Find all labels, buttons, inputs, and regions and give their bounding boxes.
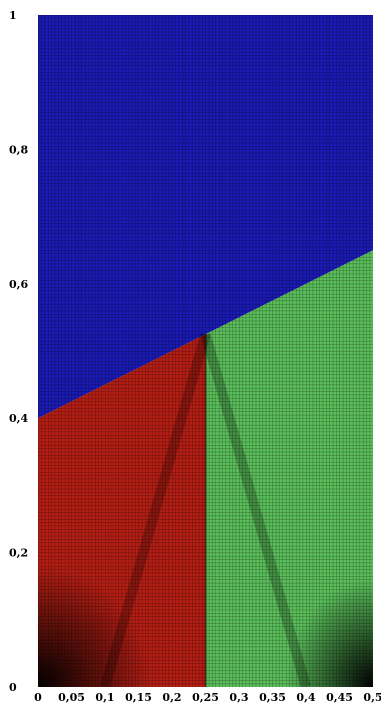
y-tick-label: 0,8: [9, 143, 28, 156]
x-tick-label: 0,1: [95, 691, 114, 704]
x-tick-label: 0,5: [363, 691, 381, 704]
x-tick-label: 0,3: [229, 691, 248, 704]
x-tick-label: 0,15: [125, 691, 152, 704]
y-axis-ticks: 0 0,2 0,4 0,6 0,8 1: [9, 9, 28, 694]
y-tick-label: 0: [9, 681, 17, 694]
y-tick-label: 0,2: [9, 547, 28, 560]
x-tick-label: 0,45: [326, 691, 353, 704]
x-tick-label: 0: [34, 691, 42, 704]
x-tick-label: 0,35: [259, 691, 286, 704]
x-tick-label: 0,2: [162, 691, 181, 704]
x-tick-label: 0,05: [58, 691, 85, 704]
x-tick-label: 0,25: [192, 691, 219, 704]
y-tick-label: 1: [9, 9, 17, 22]
mesh-grid-overlay: [38, 15, 373, 687]
x-axis-ticks: 0 0,05 0,1 0,15 0,2 0,25 0,3 0,35 0,4 0,45 0,5: [34, 691, 381, 704]
x-tick-label: 0,4: [296, 691, 315, 704]
y-tick-label: 0,4: [9, 412, 28, 425]
y-tick-label: 0,6: [9, 278, 28, 291]
